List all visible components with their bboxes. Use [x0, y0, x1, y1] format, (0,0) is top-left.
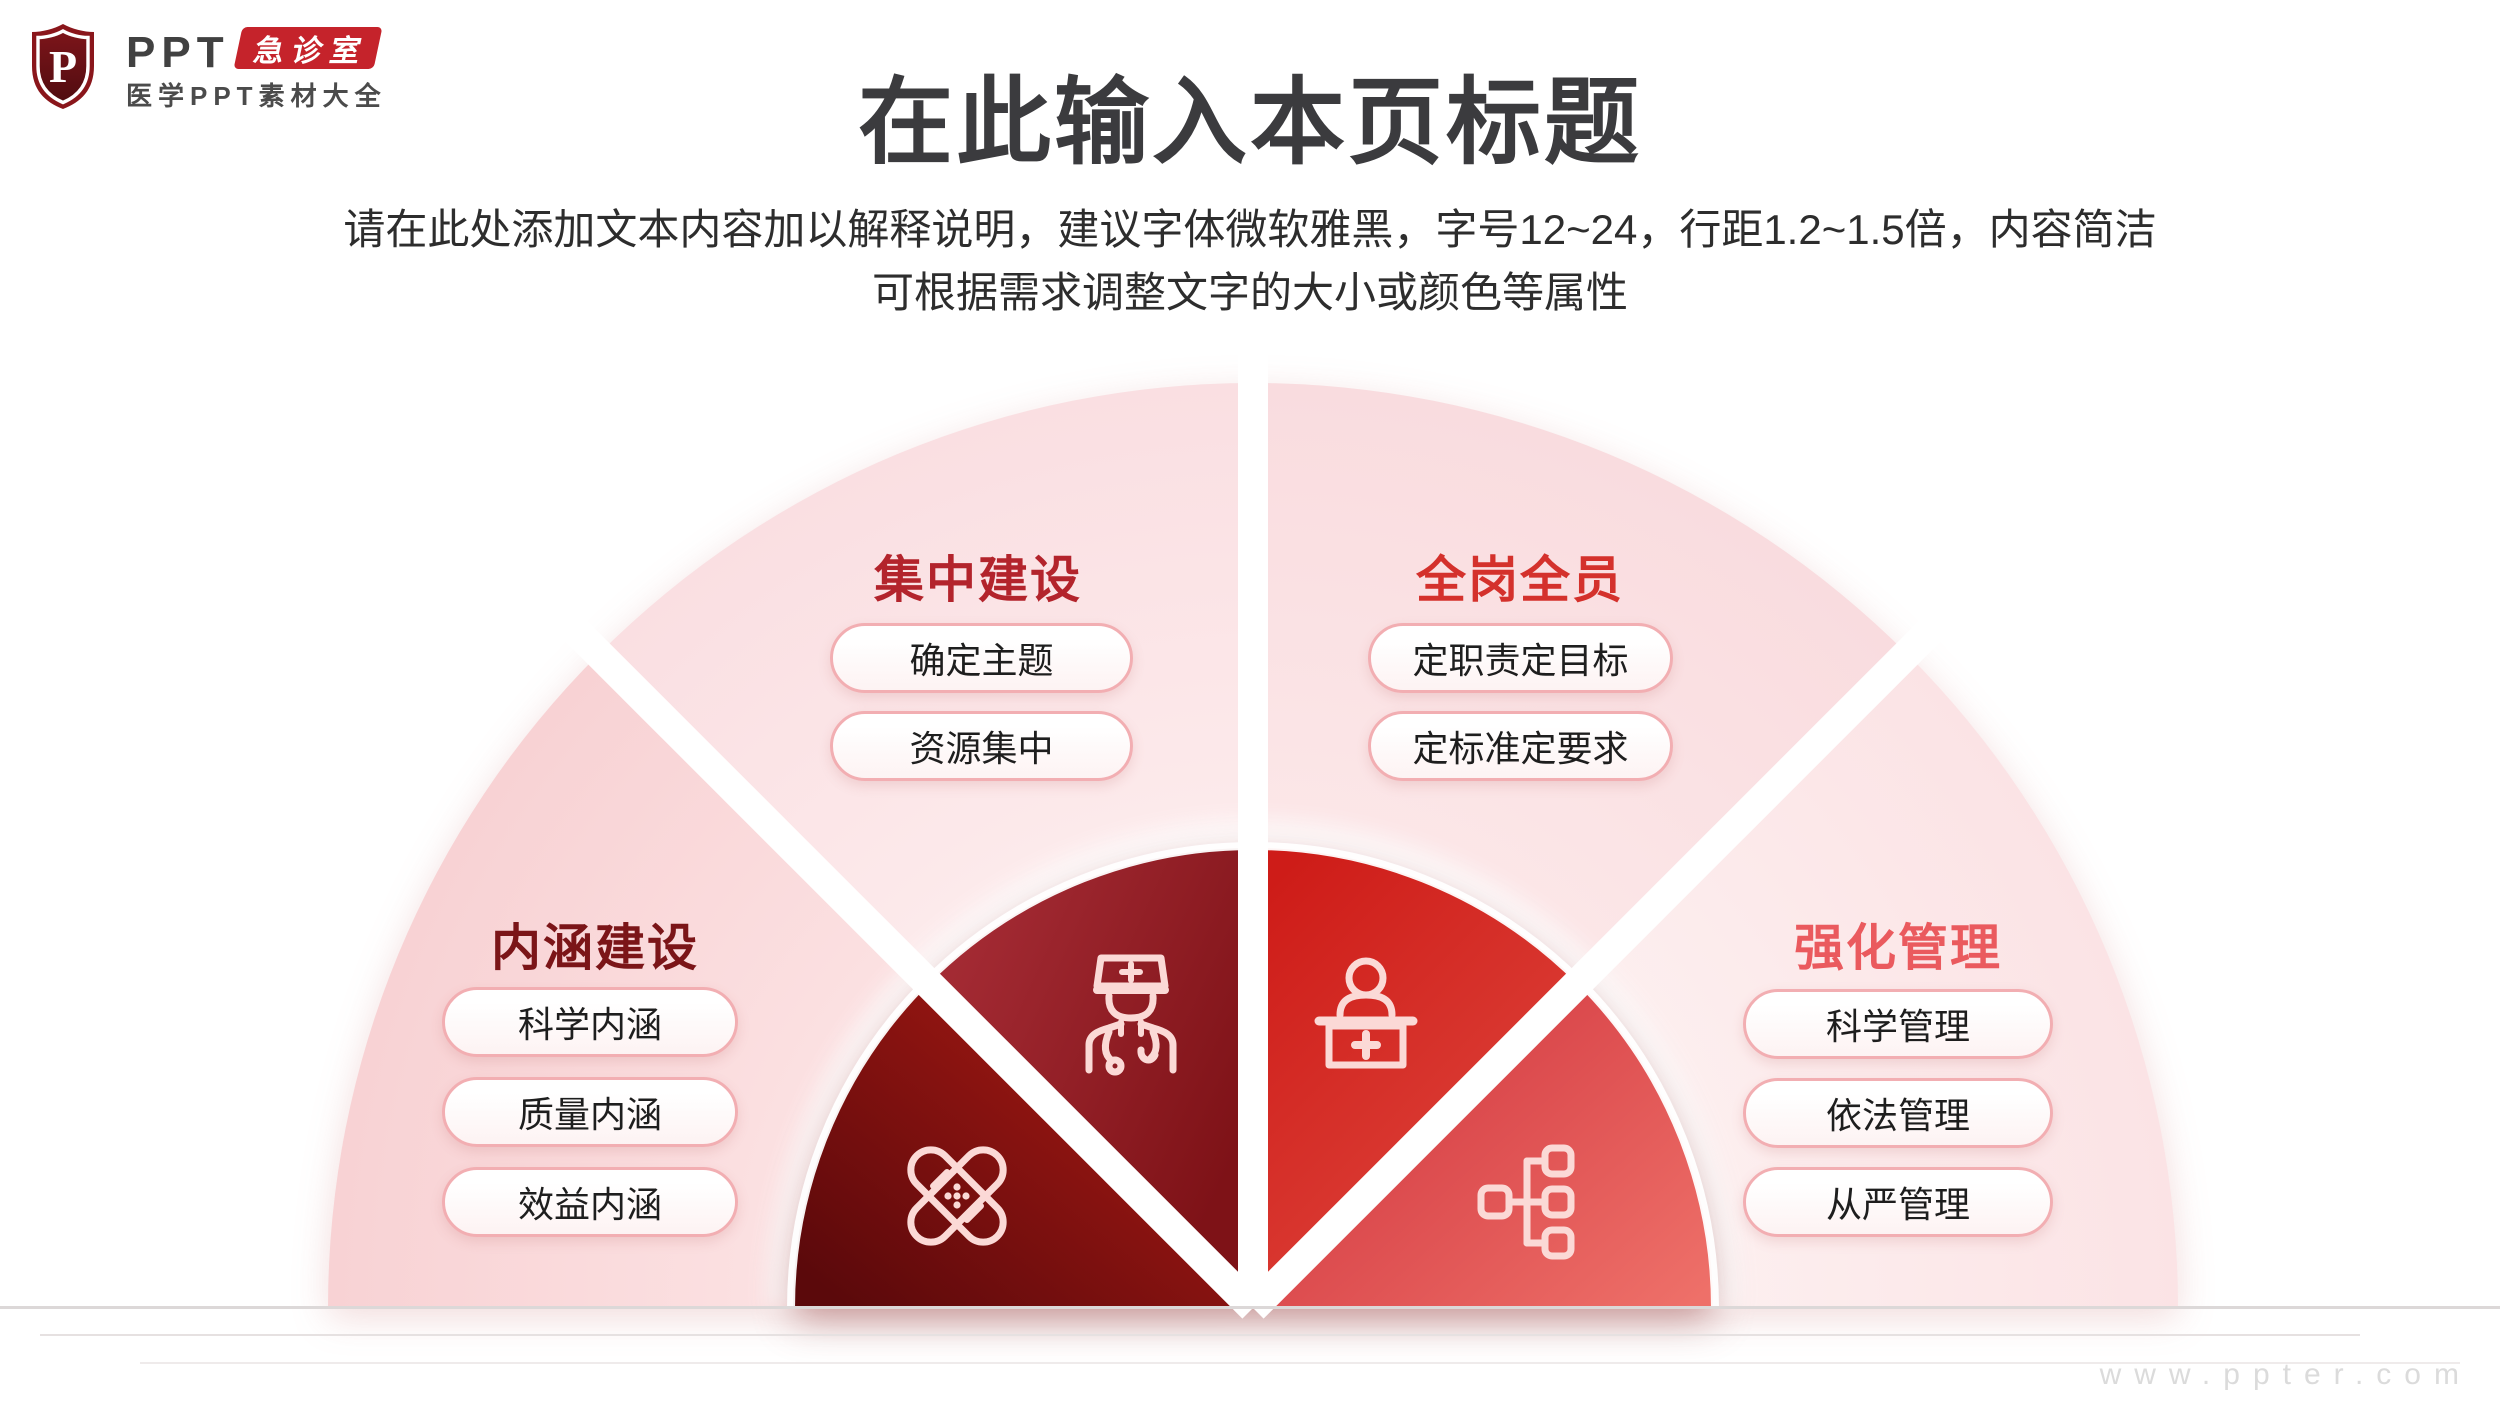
pill-item: 定标准定要求 — [1368, 711, 1673, 781]
pill-item: 依法管理 — [1743, 1078, 2053, 1148]
page-subtitle: 请在此处添加文本内容加以解释说明，建议字体微软雅黑，字号12~24，行距1.2~… — [0, 198, 2500, 324]
pill-item: 科学管理 — [1743, 989, 2053, 1059]
wedge-right — [1253, 982, 1714, 1308]
logo-tagline: 医学PPT素材大全 — [126, 81, 387, 111]
pill-item: 质量内涵 — [442, 1077, 738, 1147]
shield-logo-icon: P — [32, 24, 94, 109]
floor-reflection-line-1 — [40, 1334, 2360, 1336]
shield-inner — [36, 29, 90, 105]
reception-desk-icon — [1314, 957, 1418, 1069]
pill-item: 确定主题 — [830, 623, 1133, 693]
crossed-bandages-icon — [907, 1146, 1007, 1246]
logo-brand: PPT — [126, 28, 230, 77]
floor-line — [0, 1306, 2500, 1309]
pill-item: 科学内涵 — [442, 987, 738, 1057]
section-title-jizhong: 集中建设 — [874, 552, 1082, 608]
page-subtitle-line1: 请在此处添加文本内容加以解释说明，建议字体微软雅黑，字号12~24，行距1.2~… — [343, 206, 2157, 253]
floor-reflection-line-2 — [140, 1362, 2460, 1364]
section-title-qianghua: 强化管理 — [1794, 920, 2002, 976]
section-title-quangang: 全岗全员 — [1416, 552, 1624, 608]
divider-135 — [563, 618, 1264, 1319]
wedge-icons — [907, 954, 1575, 1260]
watermark: www.ppter.com — [2099, 1358, 2472, 1391]
page-title: 在此输入本页标题 — [857, 70, 1642, 176]
logo: P PPT 急诊室 医学PPT素材大全 — [26, 18, 446, 128]
shield-letter: P — [49, 41, 77, 92]
divider-45 — [1242, 618, 1943, 1319]
wedge-top-left — [927, 848, 1253, 1308]
pill-item: 资源集中 — [830, 711, 1133, 781]
org-chart-icon — [1477, 1144, 1575, 1260]
doctor-icon — [1085, 954, 1177, 1076]
page-subtitle-line2: 可根据需求调整文字的大小或颜色等属性 — [871, 269, 1628, 316]
sector-dividers — [563, 348, 1943, 1319]
pill-item: 定职责定目标 — [1368, 623, 1673, 693]
pill-item: 从严管理 — [1743, 1167, 2053, 1237]
wedge-top-right — [1253, 848, 1579, 1308]
pill-item: 效益内涵 — [442, 1167, 738, 1237]
section-title-neihan: 内涵建设 — [491, 920, 699, 976]
